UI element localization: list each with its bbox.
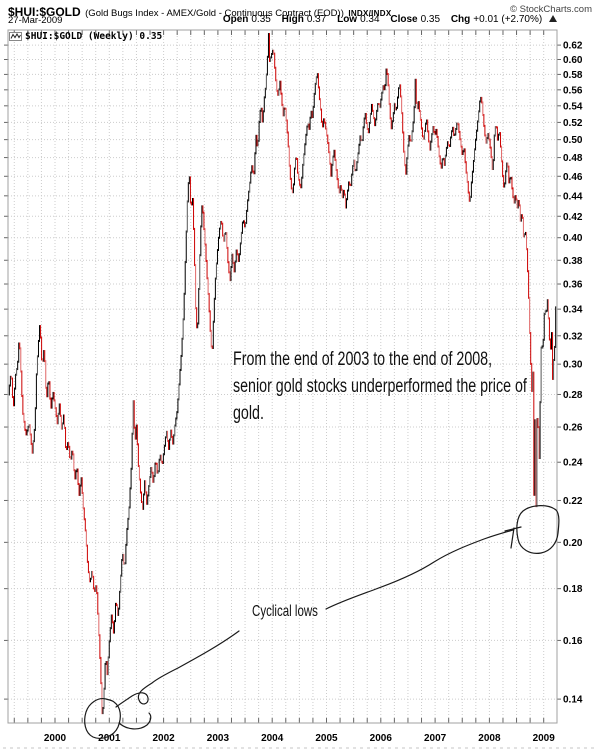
y-axis-tick-label: 0.62 [563,41,583,52]
y-axis-tick-label: 0.28 [563,390,583,401]
x-axis-year-label: 2000 [44,733,67,744]
close-value: 0.35 [420,14,441,25]
quote-summary: Open 0.35 High 0.37 Low 0.34 Close 0.35 Chg +… [223,14,557,25]
high-label: High [281,14,304,25]
y-axis-tick-label: 0.14 [563,695,583,706]
x-axis-year-label: 2004 [261,733,284,744]
y-axis-tick-label: 0.22 [563,496,583,507]
stockcharts-copyright: © StockCharts.com [510,4,592,15]
ticker-symbol: $HUI:$GOLD [8,5,81,19]
hand-drawn-line-to-2001-low [115,630,240,708]
chart-legend: $HUI:$GOLD (Weekly) 0.35 [9,31,162,42]
open-label: Open [222,14,249,25]
y-axis-tick-label: 0.42 [563,212,583,223]
chart-date: 27-Mar-2009 [8,15,63,26]
low-label: Low [337,14,358,25]
y-axis-tick-label: 0.40 [563,233,583,244]
hand-drawn-circle-2001-low [84,698,121,739]
annotation-note-line: From the end of 2003 to the end of 2008, [233,349,493,370]
x-axis-year-label: 2008 [478,733,501,744]
chg-label: Chg [450,14,471,25]
y-axis-tick-label: 0.34 [563,305,583,316]
annotation-note: From the end of 2003 to the end of 2008,… [233,346,527,427]
y-axis-tick-label: 0.54 [563,101,583,112]
legend-text: $HUI:$GOLD (Weekly) 0.35 [25,31,163,42]
weekly-bar-chart-icon [9,32,22,41]
x-axis-year-label: 2001 [98,733,121,744]
y-axis-tick-label: 0.52 [563,118,583,129]
y-axis-tick-label: 0.26 [563,423,583,434]
y-axis-tick-label: 0.30 [563,360,583,371]
x-axis-year-label: 2002 [152,733,175,744]
y-axis-tick-label: 0.50 [563,135,583,146]
low-value: 0.34 [360,14,380,25]
ticker-description: (Gold Bugs Index - AMEX/Gold - Continuou… [85,8,344,19]
hand-drawn-circle-2008-low [516,505,560,554]
x-axis-year-label: 2003 [207,733,230,744]
y-axis-tick-label: 0.56 [563,85,583,96]
chg-value: +0.01 (+2.70%) [473,14,543,25]
x-axis-year-label: 2007 [424,733,447,744]
up-triangle-icon [549,15,557,22]
annotation-cyclical-lows: Cyclical lows [252,603,318,620]
high-value: 0.37 [306,14,327,25]
y-axis-tick-label: 0.38 [563,256,583,267]
y-axis-tick-label: 0.60 [563,55,583,66]
hand-drawn-arrow-stroke-v [510,527,515,549]
open-value: 0.35 [251,14,271,25]
y-axis-tick-label: 0.58 [563,70,583,81]
close-label: Close [390,14,418,25]
annotation-note-line: gold. [233,403,264,424]
x-axis-year-label: 2009 [533,733,556,744]
annotation-note-line: senior gold stocks underperformed the pr… [233,376,527,397]
y-axis-tick-label: 0.16 [563,636,583,647]
y-axis-tick-label: 0.24 [563,458,583,469]
y-axis-tick-label: 0.18 [563,584,583,595]
hand-drawn-tail-2001-circle [118,712,152,730]
x-axis-year-label: 2005 [315,733,338,744]
y-axis-tick-label: 0.44 [563,191,583,202]
y-axis-tick-label: 0.32 [563,331,583,342]
hand-drawn-arrow-stroke-h [504,526,522,532]
y-axis-tick-label: 0.20 [563,538,583,549]
y-axis-tick-label: 0.48 [563,153,583,164]
x-axis-year-label: 2006 [370,733,393,744]
exchange-label: INDX/INDX [348,9,392,18]
hand-drawn-line-to-2008-low [325,529,514,610]
y-axis-tick-label: 0.46 [563,172,583,183]
chart-header: $HUI:$GOLD (Gold Bugs Index - AMEX/Gold … [8,3,391,21]
y-axis-tick-label: 0.36 [563,280,583,291]
